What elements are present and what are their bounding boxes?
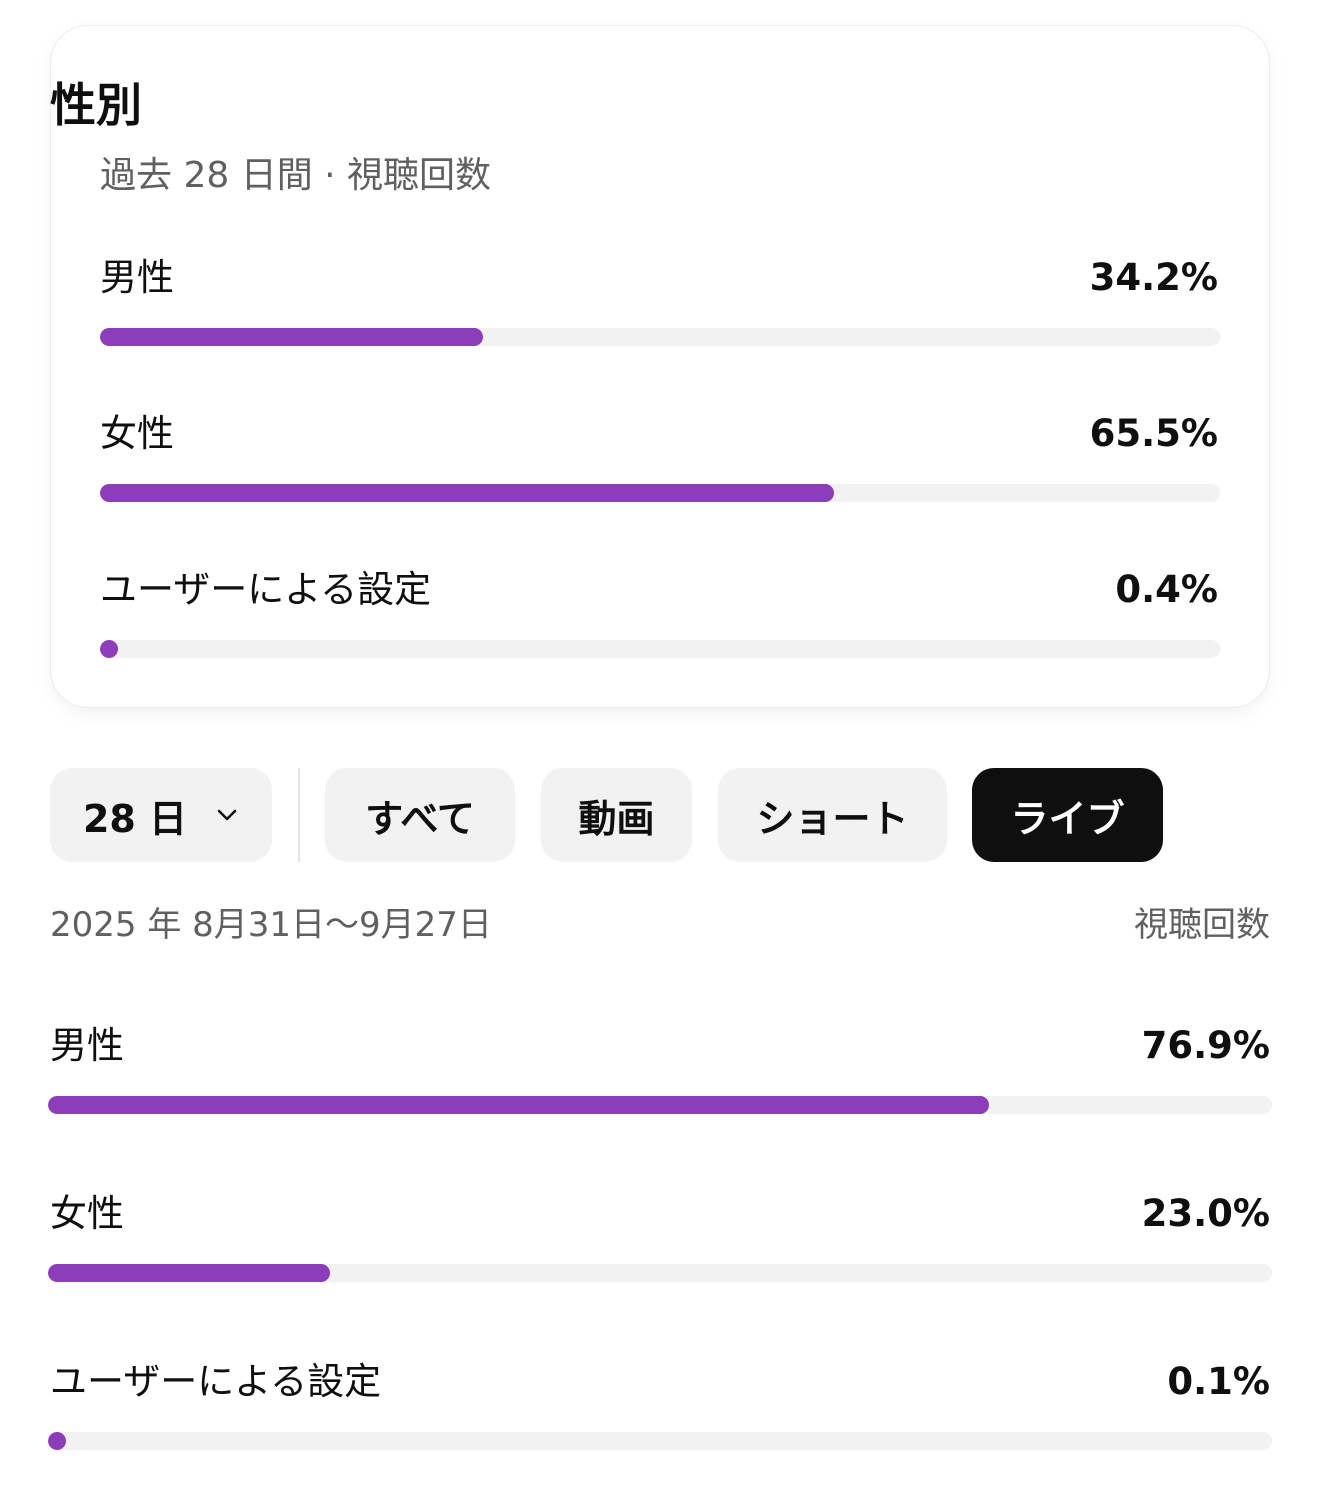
chip-divider — [298, 768, 300, 862]
tab-all[interactable]: すべて — [325, 768, 515, 862]
detail-row-value-female: 23.0% — [1141, 1192, 1270, 1235]
card-bar-fill-female — [100, 484, 834, 502]
card-row-label-female: 女性 — [100, 412, 174, 455]
detail-row-value-user: 0.1% — [1167, 1360, 1270, 1403]
card-bar-user — [100, 640, 1220, 658]
detail-bar-female — [48, 1264, 1272, 1282]
detail-bar-fill-male — [48, 1096, 990, 1114]
detail-row-value-male: 76.9% — [1141, 1024, 1270, 1067]
card-row-value-male: 34.2% — [1089, 256, 1218, 299]
tab-video[interactable]: 動画 — [541, 768, 692, 862]
gender-card — [50, 25, 1270, 708]
period-label: 28 日 — [82, 796, 188, 841]
metric-label: 視聴回数 — [1134, 905, 1270, 945]
detail-bar-male — [48, 1096, 1272, 1114]
card-bar-female — [100, 484, 1220, 502]
detail-bar-user — [48, 1432, 1272, 1450]
tab-shorts[interactable]: ショート — [718, 768, 947, 862]
tab-live[interactable]: ライブ — [972, 768, 1163, 862]
detail-row-label-female: 女性 — [50, 1192, 124, 1235]
detail-bar-fill-user — [48, 1432, 66, 1450]
detail-row-label-user: ユーザーによる設定 — [50, 1360, 382, 1403]
card-row-label-male: 男性 — [100, 256, 174, 299]
card-subtitle: 過去 28 日間 · 視聴回数 — [100, 155, 492, 196]
card-bar-fill-user — [100, 640, 118, 658]
card-row-label-user: ユーザーによる設定 — [100, 568, 432, 611]
chevron-down-icon — [217, 809, 237, 821]
card-row-value-user: 0.4% — [1115, 568, 1218, 611]
card-bar-fill-male — [100, 328, 484, 346]
detail-bar-fill-female — [48, 1264, 330, 1282]
detail-row-label-male: 男性 — [50, 1024, 124, 1067]
date-range: 2025 年 8月31日〜9月27日 — [50, 905, 492, 945]
card-row-value-female: 65.5% — [1089, 412, 1218, 455]
card-title: 性別 — [50, 78, 142, 132]
period-dropdown[interactable]: 28 日 — [50, 768, 272, 862]
card-bar-male — [100, 328, 1220, 346]
